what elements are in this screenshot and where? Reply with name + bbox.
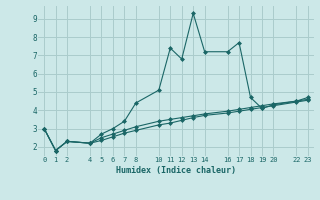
X-axis label: Humidex (Indice chaleur): Humidex (Indice chaleur): [116, 166, 236, 175]
